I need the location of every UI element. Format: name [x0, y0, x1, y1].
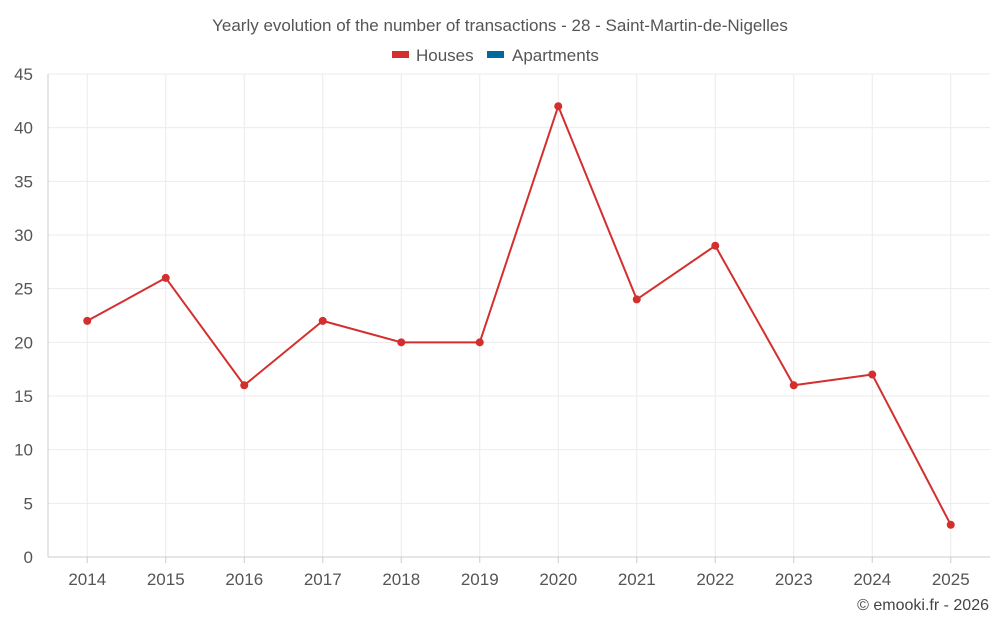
data-point[interactable]: [632, 295, 641, 304]
legend-item-apartments[interactable]: Apartments: [487, 46, 599, 65]
legend-swatch-houses: [392, 51, 409, 58]
x-tick-label: 2017: [304, 570, 342, 589]
data-point[interactable]: [397, 338, 406, 347]
data-point[interactable]: [554, 102, 563, 111]
x-tick-label: 2020: [539, 570, 577, 589]
x-tick-label: 2015: [147, 570, 185, 589]
y-tick-label: 25: [14, 280, 33, 299]
y-tick-label: 5: [24, 494, 33, 513]
grid: [48, 73, 990, 557]
chart-title: Yearly evolution of the number of transa…: [212, 16, 788, 35]
legend-label-houses: Houses: [416, 46, 474, 65]
plot-area: [83, 102, 955, 529]
data-point[interactable]: [868, 370, 877, 379]
credit-text: © emooki.fr - 2026: [857, 597, 989, 614]
y-tick-label: 10: [14, 441, 33, 460]
data-point[interactable]: [240, 381, 249, 390]
data-point[interactable]: [83, 316, 92, 325]
y-tick-label: 20: [14, 333, 33, 352]
x-tick-label: 2016: [225, 570, 263, 589]
legend-label-apartments: Apartments: [512, 46, 599, 65]
x-tick-label: 2025: [932, 570, 970, 589]
x-tick-label: 2021: [618, 570, 656, 589]
data-point[interactable]: [946, 520, 955, 529]
data-point[interactable]: [789, 381, 798, 390]
x-tick-label: 2018: [382, 570, 420, 589]
y-tick-label: 15: [14, 387, 33, 406]
data-point[interactable]: [475, 338, 484, 347]
x-tick-label: 2023: [775, 570, 813, 589]
y-tick-label: 30: [14, 226, 33, 245]
y-tick-label: 40: [14, 119, 33, 138]
y-tick-label: 45: [14, 65, 33, 84]
legend-item-houses[interactable]: Houses: [392, 46, 474, 65]
y-tick-label: 35: [14, 172, 33, 191]
x-tick-label: 2022: [696, 570, 734, 589]
data-point[interactable]: [711, 241, 720, 250]
x-tick-label: 2014: [68, 570, 106, 589]
legend: Houses Apartments: [392, 46, 599, 65]
x-tick-label: 2024: [853, 570, 891, 589]
y-tick-label: 0: [24, 548, 33, 567]
x-tick-label: 2019: [461, 570, 499, 589]
series-line-houses: [86, 105, 952, 526]
data-point[interactable]: [318, 316, 327, 325]
data-point[interactable]: [161, 273, 170, 282]
legend-swatch-apartments: [487, 51, 504, 58]
